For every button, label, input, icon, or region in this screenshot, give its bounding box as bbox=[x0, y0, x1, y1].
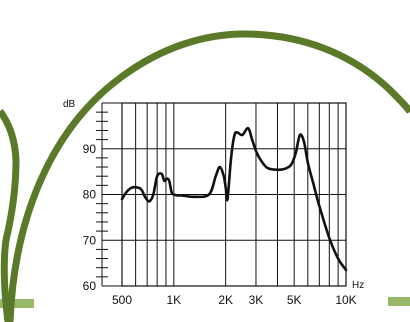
large-green-ring bbox=[6, 30, 410, 322]
y-tick-label: 60 bbox=[83, 279, 97, 293]
small-green-arc bbox=[0, 108, 20, 322]
x-tick-label: 1K bbox=[166, 293, 181, 307]
x-tick-label: 10K bbox=[335, 293, 356, 307]
x-axis-unit-label: Hz bbox=[352, 280, 364, 291]
y-tick-label: 70 bbox=[83, 233, 97, 247]
y-tick-label: 90 bbox=[83, 142, 97, 156]
axis-ticks bbox=[96, 103, 108, 286]
frequency-response-line bbox=[120, 126, 348, 272]
green-ring-decoration bbox=[0, 30, 410, 322]
x-tick-label: 3K bbox=[249, 293, 264, 307]
axis-labels: 60 70 80 90 500 1K 2K 3K 5K 10K bbox=[83, 142, 357, 307]
x-tick-label: 2K bbox=[218, 293, 233, 307]
x-tick-label: 5K bbox=[287, 293, 302, 307]
green-band-left bbox=[0, 299, 34, 308]
green-band-right bbox=[388, 297, 410, 306]
x-tick-label: 500 bbox=[112, 293, 132, 307]
chart-grid bbox=[102, 102, 347, 287]
y-axis-unit-label: dB bbox=[63, 99, 76, 110]
y-tick-label: 80 bbox=[83, 188, 97, 202]
